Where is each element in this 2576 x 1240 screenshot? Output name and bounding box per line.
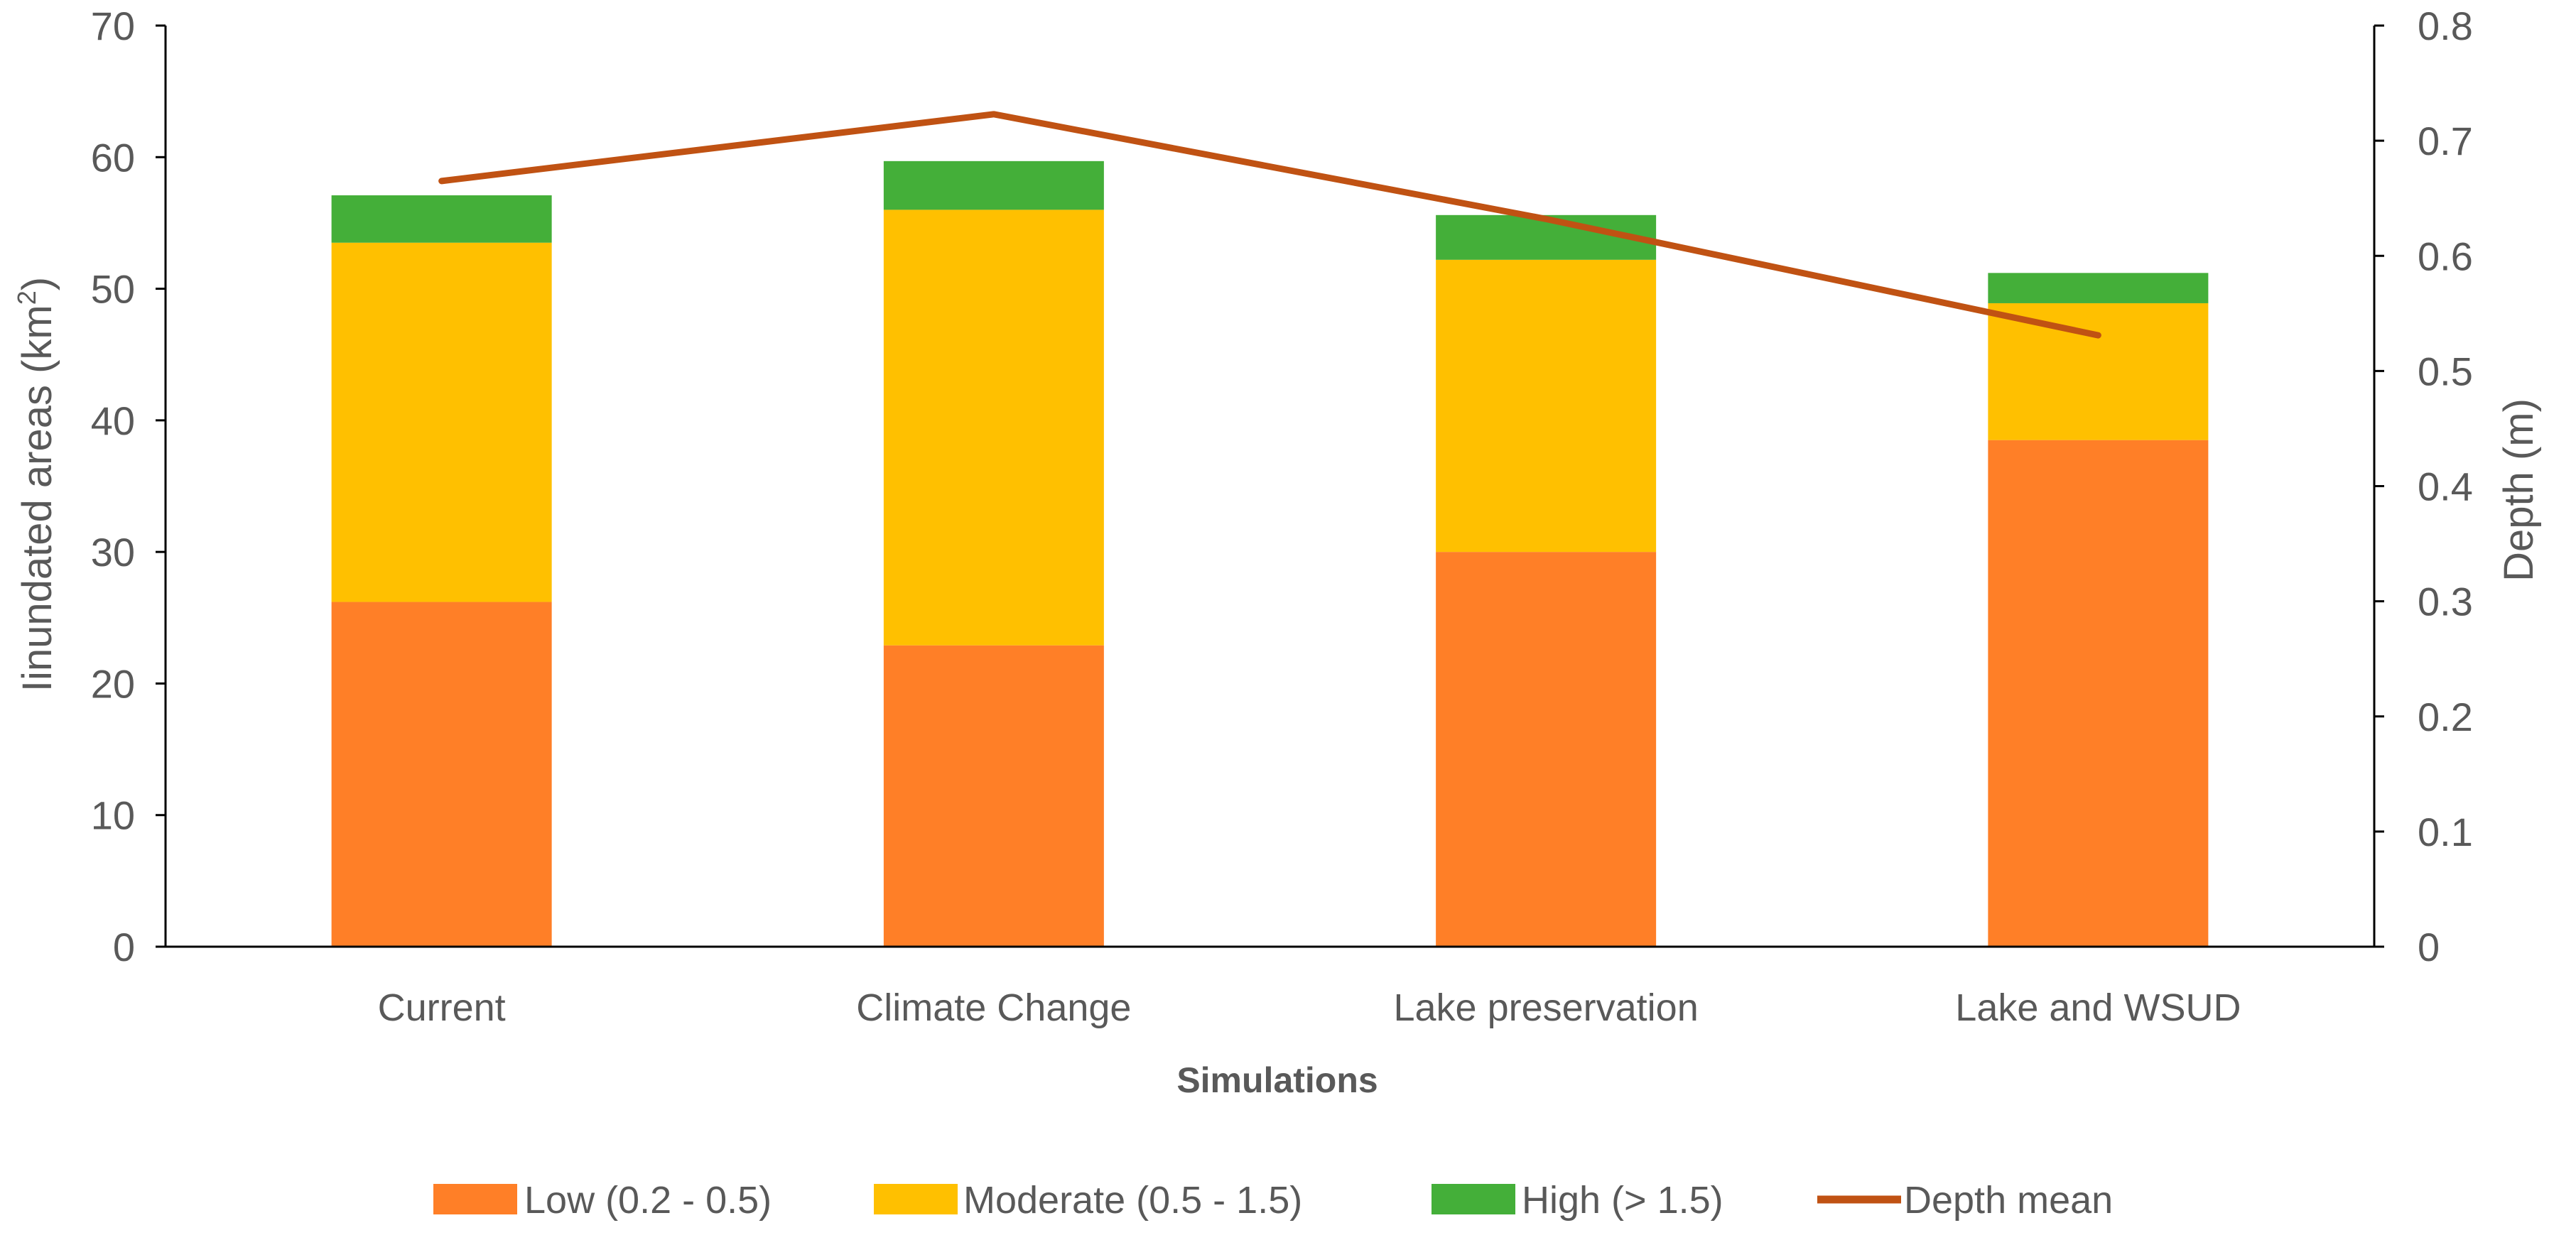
- y-tick-label: 30: [91, 530, 135, 575]
- y-tick-label: 0: [113, 925, 135, 969]
- bar-lake-and-wsud-high-1-5: [1988, 273, 2209, 303]
- y-tick-label: 20: [91, 661, 135, 706]
- legend: Low (0.2 - 0.5) Moderate (0.5 - 1.5) Hig…: [433, 1179, 2113, 1222]
- bar-lake-preservation-low-0-2-0-5: [1436, 552, 1657, 947]
- y-axis-title-main: Iinundated areas (km: [14, 305, 60, 692]
- y-tick-label: 60: [91, 135, 135, 180]
- y2-tick-label: 0.5: [2418, 349, 2473, 393]
- bar-climate-change-moderate-0-5-1-5: [883, 210, 1104, 646]
- legend-swatch-low: [433, 1184, 517, 1214]
- bar-climate-change-low-0-2-0-5: [883, 645, 1104, 947]
- y2-axis-title: Depth (m): [2496, 398, 2542, 582]
- bar-lake-preservation-moderate-0-5-1-5: [1436, 259, 1657, 553]
- legend-item-low: Low (0.2 - 0.5): [433, 1179, 772, 1222]
- y-tick-label: 10: [91, 793, 135, 838]
- bar-current-moderate-0-5-1-5: [331, 242, 552, 602]
- legend-item-depth-mean: Depth mean: [1817, 1179, 2113, 1222]
- y2-tick-label: 0.1: [2418, 810, 2473, 854]
- y-tick-label: 70: [91, 4, 135, 48]
- y-axis-title: Iinundated areas (km2): [12, 277, 60, 692]
- y-tick-label: 50: [91, 267, 135, 312]
- y-axis-title-suffix: ): [14, 277, 60, 290]
- legend-label-moderate: Moderate (0.5 - 1.5): [963, 1179, 1302, 1222]
- y2-tick-label: 0.4: [2418, 464, 2473, 509]
- depth-mean-line-layer: [438, 111, 2101, 339]
- legend-swatch-moderate: [874, 1184, 958, 1214]
- legend-label-high: High (> 1.5): [1522, 1179, 1723, 1222]
- tick-labels-layer: 0 10 20 30 40 50 60 70 0 0.1 0.2 0.3 0.4 0.5 0.6 0.7 0.8: [91, 4, 2473, 969]
- x-axis-title: Simulations: [1176, 1060, 1378, 1100]
- bar-current-high-1-5: [331, 195, 552, 243]
- category-labels-layer: Current Climate Change Lake preservation La…: [378, 986, 2241, 1029]
- y2-tick-label: 0.3: [2418, 580, 2473, 624]
- x-tick-label-current: Current: [378, 986, 506, 1029]
- y-tick-label: 40: [91, 398, 135, 443]
- bar-lake-and-wsud-low-0-2-0-5: [1988, 440, 2209, 947]
- legend-item-high: High (> 1.5): [1432, 1179, 1723, 1222]
- legend-item-moderate: Moderate (0.5 - 1.5): [874, 1179, 1302, 1222]
- legend-label-depth-mean: Depth mean: [1904, 1179, 2113, 1222]
- y-axis-title-superscript: 2: [12, 290, 41, 305]
- legend-swatch-high: [1432, 1184, 1515, 1214]
- legend-label-low: Low (0.2 - 0.5): [524, 1179, 772, 1222]
- bar-lake-and-wsud-moderate-0-5-1-5: [1988, 303, 2209, 440]
- y2-tick-label: 0.8: [2418, 4, 2473, 48]
- x-tick-label-climate-change: Climate Change: [856, 986, 1131, 1029]
- y2-tick-label: 0.6: [2418, 234, 2473, 278]
- depth-mean-line: [438, 111, 2101, 339]
- x-tick-label-lake-and-wsud: Lake and WSUD: [1955, 986, 2241, 1029]
- bars-layer: [331, 161, 2209, 947]
- y2-tick-label: 0.2: [2418, 695, 2473, 739]
- bar-current-low-0-2-0-5: [331, 602, 552, 947]
- bar-climate-change-high-1-5: [883, 161, 1104, 210]
- y2-tick-label: 0.7: [2418, 119, 2473, 163]
- x-tick-label-lake-preservation: Lake preservation: [1393, 986, 1698, 1029]
- y2-tick-label: 0: [2418, 925, 2440, 969]
